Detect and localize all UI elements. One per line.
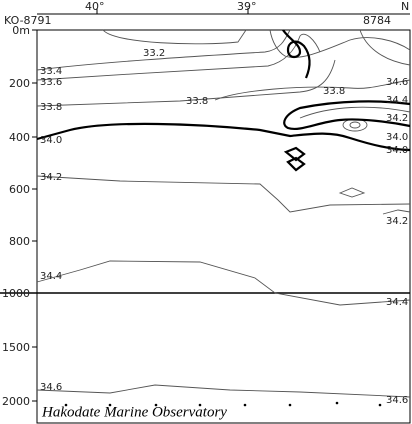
contour-labels: 33.2 33.4 33.6 33.8 33.8 33.8 34.0 34.2 …	[40, 48, 408, 406]
dot	[154, 403, 158, 407]
contour-label: 34.6	[386, 77, 408, 88]
contour-label: 33.8	[323, 86, 345, 97]
contour-line	[349, 121, 361, 129]
plot-frame	[36, 29, 411, 424]
station-label: 8784	[363, 14, 391, 27]
top-tick-label: 39°	[237, 0, 257, 13]
contour-line	[299, 106, 411, 119]
top-tick-label: 40°	[85, 0, 105, 13]
dot	[243, 403, 247, 407]
station-dots	[64, 401, 382, 407]
depth-label: 1500	[2, 341, 30, 354]
depth-label: 800	[9, 235, 30, 248]
contours	[36, 29, 411, 398]
contour-line	[382, 209, 411, 215]
contour-label: 33.8	[186, 96, 208, 107]
depth-axis: 0m 200 400 600 800 1000 1500 2000	[2, 24, 37, 408]
depth-label: 2000	[2, 395, 30, 408]
contour-line	[36, 260, 411, 306]
depth-label: 600	[9, 183, 30, 196]
contour-line	[102, 29, 247, 45]
contour-line	[36, 29, 291, 71]
credit: Hakodate Marine Observatory	[41, 404, 227, 420]
contour-line-bold	[283, 146, 306, 172]
station-label: KO-8791	[4, 14, 52, 27]
contour-line	[36, 59, 336, 107]
contour-label: 34.0	[386, 145, 408, 156]
contour-label: 34.4	[40, 271, 62, 282]
contour-label: 34.2	[386, 113, 408, 124]
dot	[288, 403, 292, 407]
contour-label: 33.4	[40, 66, 62, 77]
contour-label: 34.4	[386, 95, 408, 106]
contour-label: 34.0	[386, 132, 408, 143]
depth-label: 200	[9, 77, 30, 90]
contour-line	[359, 29, 411, 66]
contour-label: 34.2	[386, 216, 408, 227]
contour-label: 34.2	[40, 172, 62, 183]
contour-label: 34.6	[386, 395, 408, 406]
depth-label: 0m	[12, 24, 30, 37]
dot	[108, 403, 112, 407]
contour-line	[36, 33, 321, 81]
contour-label: 33.2	[143, 48, 165, 59]
contour-label: 34.0	[40, 135, 62, 146]
dot	[335, 401, 339, 405]
dot	[378, 403, 382, 407]
contour-line	[269, 29, 411, 58]
contour-line-bold	[283, 100, 411, 130]
contour-label: 34.4	[386, 297, 408, 308]
depth-label: 400	[9, 131, 30, 144]
contour-label: 33.6	[40, 77, 62, 88]
contour-line	[214, 79, 411, 101]
contour-line-bold	[36, 122, 411, 152]
contour-label: 33.8	[40, 102, 62, 113]
contour-line	[36, 384, 411, 398]
contour-line	[338, 187, 366, 198]
dot	[198, 403, 202, 407]
top-tick-label: N	[401, 0, 409, 13]
contour-line-bold	[282, 29, 311, 79]
dot	[64, 403, 68, 407]
contour-label: 34.6	[40, 382, 62, 393]
depth-label: 1000	[2, 287, 30, 300]
contour-line	[36, 175, 411, 213]
